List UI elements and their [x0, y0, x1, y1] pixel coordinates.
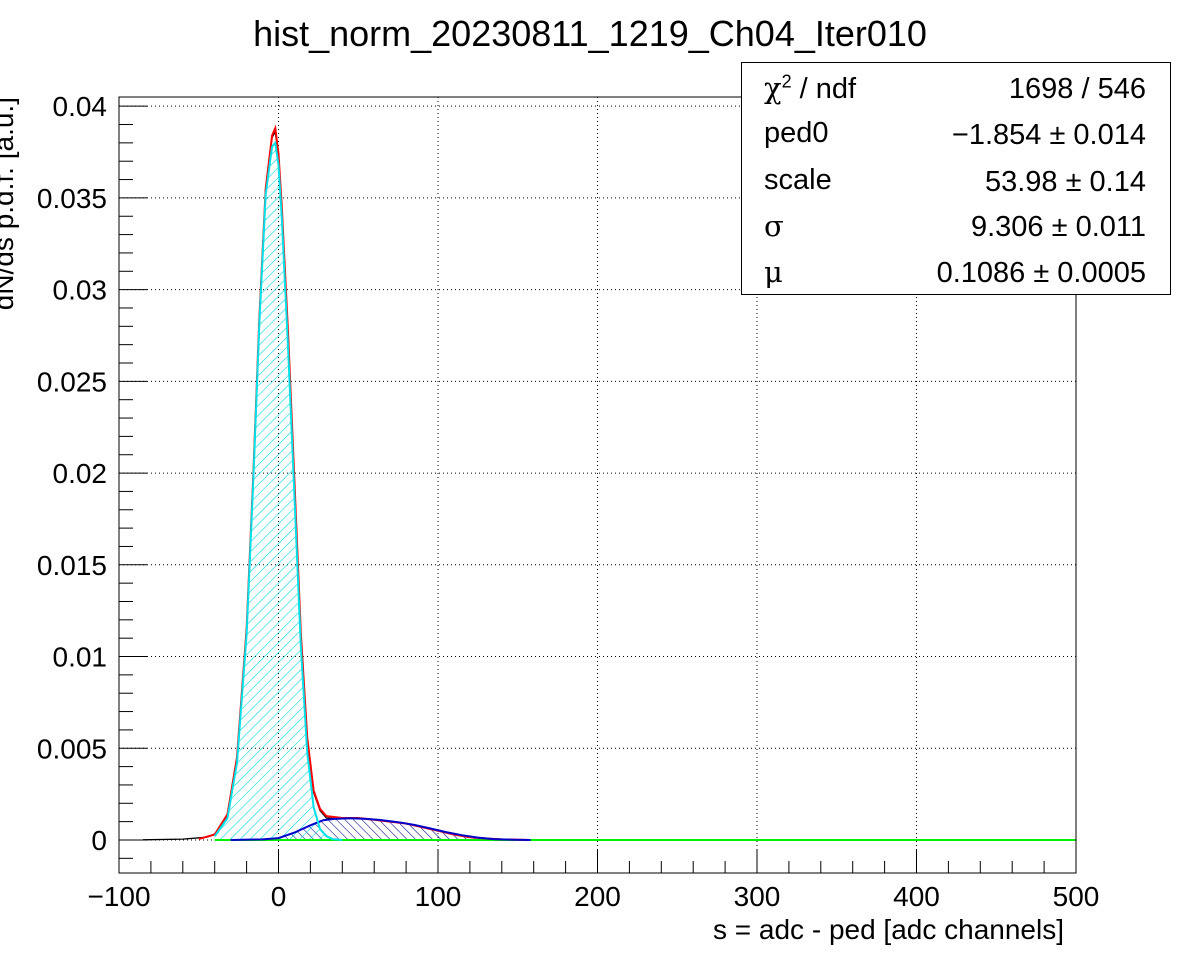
y-tick-label: 0.005: [37, 733, 107, 764]
stats-greek: σ: [764, 209, 784, 243]
y-tick-label: 0.035: [37, 183, 107, 214]
y-tick-label: 0.01: [53, 642, 108, 673]
stats-sup: 2: [781, 71, 792, 92]
tick-labels: −100 0 100 200 300 400 500 0 0.005 0.01 0.015 0.02 0…: [37, 91, 1099, 912]
x-tick-label: −100: [87, 881, 150, 912]
pedestal-component-line: [213, 140, 343, 841]
y-axis-label: dN/ds p.d.f. [a.u.]: [0, 97, 19, 310]
y-tick-label: 0.04: [53, 91, 108, 122]
chart-title: hist_norm_20230811_1219_Ch04_Iter010: [253, 13, 927, 54]
stats-value: 53.98 ± 0.14: [984, 166, 1146, 198]
stats-row-chi2: χ2 / ndf 1698 / 546: [742, 65, 1170, 111]
pedestal-component-fill: [214, 142, 343, 840]
x-tick-label: 500: [1053, 881, 1100, 912]
stats-value: 1698 / 546: [1008, 73, 1146, 105]
stats-row-scale: scale 53.98 ± 0.14: [742, 158, 1170, 204]
x-tick-label: 100: [415, 881, 462, 912]
y-tick-label: 0.025: [37, 366, 107, 397]
stats-greek: χ: [764, 71, 782, 105]
fit-stats-box: χ2 / ndf 1698 / 546 ped0 −1.854 ± 0.014 …: [741, 62, 1171, 295]
stats-label: ped0: [764, 117, 829, 149]
y-tick-label: 0.03: [53, 275, 108, 306]
y-tick-label: 0.02: [53, 458, 108, 489]
stats-greek: μ: [764, 255, 783, 289]
stats-value: 9.306 ± 0.011: [970, 211, 1146, 243]
stats-value: 0.1086 ± 0.0005: [936, 257, 1146, 289]
histogram-line: [142, 129, 531, 841]
stats-name: χ2 / ndf: [764, 71, 856, 106]
stats-row-mu: μ 0.1086 ± 0.0005: [742, 249, 1170, 295]
stats-row-sigma: σ 9.306 ± 0.011: [742, 203, 1170, 249]
signal-component-line: [230, 817, 531, 841]
axis-ticks: [118, 105, 1077, 873]
stats-label: scale: [764, 164, 832, 196]
y-tick-label: 0: [91, 825, 107, 856]
x-tick-label: 200: [574, 881, 621, 912]
curves: [142, 124, 1076, 841]
y-tick-label: 0.015: [37, 550, 107, 581]
stats-row-ped0: ped0 −1.854 ± 0.014: [742, 111, 1170, 157]
x-axis-label: s = adc - ped [adc channels]: [713, 914, 1064, 945]
x-tick-label: 300: [734, 881, 781, 912]
stats-value: −1.854 ± 0.014: [951, 119, 1146, 151]
x-tick-label: 400: [893, 881, 940, 912]
x-tick-label: 0: [271, 881, 287, 912]
stats-label: / ndf: [791, 73, 857, 105]
